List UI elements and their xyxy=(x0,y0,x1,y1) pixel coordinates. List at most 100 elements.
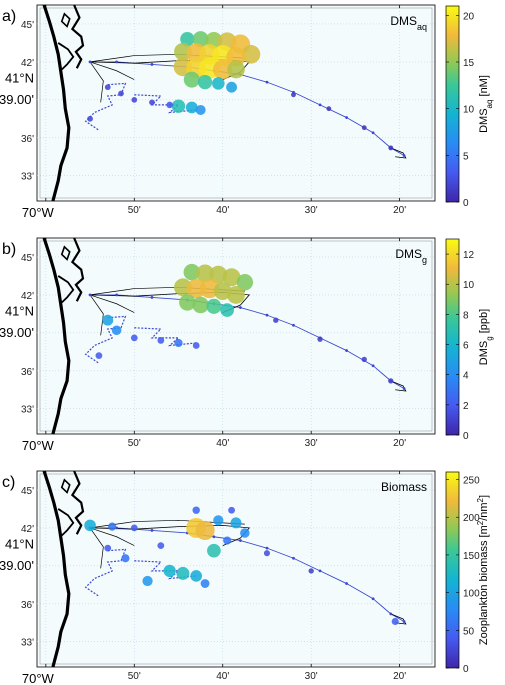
track-marker xyxy=(239,539,242,542)
map-panel-c: Biomass xyxy=(36,470,436,668)
colorbar-tick-label: 10 xyxy=(463,105,475,116)
data-bubble xyxy=(241,45,261,64)
track-marker xyxy=(150,63,154,66)
colorbar-tick-label: 2 xyxy=(463,401,469,412)
data-bubble xyxy=(179,294,196,311)
map-inner-frame xyxy=(39,7,433,199)
lat-tick-label: 36' xyxy=(21,134,34,145)
track-marker xyxy=(88,293,92,297)
data-bubble xyxy=(190,570,203,582)
coastline-bay xyxy=(70,470,85,535)
track-marker xyxy=(265,546,269,550)
data-bubble xyxy=(236,274,254,291)
lon-tick-label: 40' xyxy=(216,438,229,449)
data-bubble xyxy=(195,520,215,541)
panel-title: Biomass xyxy=(381,480,427,494)
colorbar-tick-label: 0 xyxy=(463,198,469,209)
coastline-inlet xyxy=(57,508,75,537)
colorbar-tick-label: 20 xyxy=(463,11,475,22)
data-bubble xyxy=(149,99,155,106)
data-bubble xyxy=(240,528,250,538)
lat-degree-label: 41°N xyxy=(5,304,34,319)
track-marker xyxy=(318,103,322,107)
coastline-inlet xyxy=(57,275,75,304)
colorbar-tick-label: 0 xyxy=(463,431,469,442)
track-marker xyxy=(402,154,406,157)
track-marker xyxy=(345,349,348,352)
colorbar-tick-label: 8 xyxy=(463,310,469,321)
lat-tick-label: 33' xyxy=(21,405,34,416)
data-bubble xyxy=(183,263,201,281)
colorbar-tick-label: 10 xyxy=(463,280,475,291)
data-bubble xyxy=(130,334,138,342)
transit-line xyxy=(89,294,135,313)
transit-line xyxy=(89,527,135,546)
coastline-inlet xyxy=(57,42,75,71)
data-bubble xyxy=(192,342,200,349)
lon-tick-label: 70°W xyxy=(22,438,55,453)
track-marker xyxy=(115,293,118,297)
colorbar-tick-label: 50 xyxy=(463,626,475,637)
lon-tick-label: 70°W xyxy=(22,205,55,220)
colorbar xyxy=(445,238,460,436)
data-bubble xyxy=(291,92,296,98)
colorbar xyxy=(445,5,460,203)
lon-tick-label: 70°W xyxy=(22,671,55,685)
lon-tick-label: 40' xyxy=(216,671,229,682)
map-inner-frame xyxy=(39,473,433,665)
lat-tick-label: 33' xyxy=(21,638,34,649)
data-bubble xyxy=(388,145,394,151)
lat-tick-label: 39.00' xyxy=(0,325,34,340)
coastline-island xyxy=(60,478,71,494)
data-bubble xyxy=(130,524,138,532)
data-bubble xyxy=(326,106,332,112)
data-bubble xyxy=(213,515,224,526)
data-bubble xyxy=(192,31,209,48)
data-bubble xyxy=(84,519,96,532)
lon-tick-label: 50' xyxy=(128,671,141,682)
data-bubble xyxy=(206,298,222,314)
map-area xyxy=(36,237,436,435)
panel-title: DMSg xyxy=(395,247,427,265)
lat-tick-label: 39.00' xyxy=(0,558,34,573)
coastline-bay xyxy=(70,237,85,302)
data-bubble xyxy=(166,101,173,109)
data-bubble xyxy=(192,506,200,514)
track-marker xyxy=(265,313,269,317)
data-bubble xyxy=(308,568,314,574)
data-bubble xyxy=(317,336,323,342)
coastline-bay xyxy=(70,4,85,69)
track-marker xyxy=(345,116,348,119)
coastline-island xyxy=(60,245,71,261)
data-bubble xyxy=(176,566,190,580)
track-marker xyxy=(402,387,406,390)
lon-tick-label: 40' xyxy=(216,205,229,216)
colorbar-tick-label: 100 xyxy=(463,589,480,600)
data-bubble xyxy=(209,265,228,284)
map-area xyxy=(36,4,436,202)
data-bubble xyxy=(142,575,153,587)
panel-label: b) xyxy=(2,241,16,258)
data-bubble xyxy=(157,337,165,344)
data-bubble xyxy=(121,554,130,563)
lat-tick-label: 36' xyxy=(21,367,34,378)
data-bubble xyxy=(185,101,198,114)
track-marker xyxy=(371,364,375,368)
data-bubble xyxy=(361,356,367,363)
transit-line xyxy=(89,61,135,80)
lat-degree-label: 41°N xyxy=(5,537,34,552)
lon-tick-label: 50' xyxy=(128,205,141,216)
data-bubble xyxy=(228,506,235,514)
map-area xyxy=(36,470,436,668)
lat-tick-label: 42' xyxy=(21,524,34,535)
colorbar-tick-label: 0 xyxy=(463,664,469,675)
data-bubble xyxy=(213,59,233,80)
data-bubble xyxy=(104,544,112,552)
track-marker xyxy=(345,582,348,585)
lat-tick-label: 33' xyxy=(21,172,34,183)
data-bubble xyxy=(174,338,183,348)
colorbar-tick-label: 6 xyxy=(463,341,469,352)
data-bubble xyxy=(196,264,214,283)
data-bubble xyxy=(180,31,195,47)
data-bubble xyxy=(391,617,399,626)
